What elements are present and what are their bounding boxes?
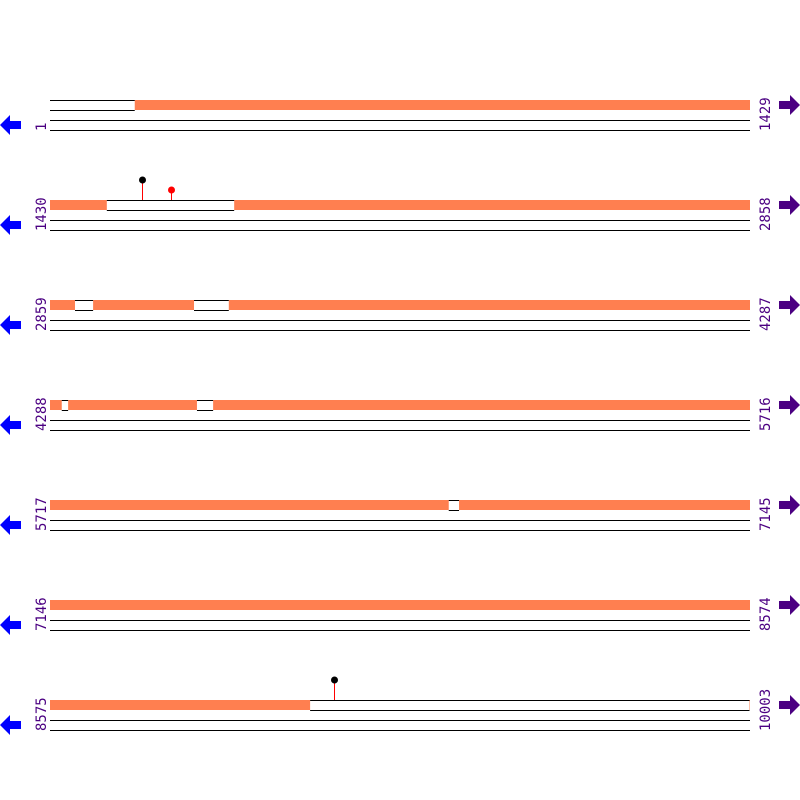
feature-gap [61, 400, 69, 410]
row-start-label: 4288 [34, 397, 50, 431]
row-start-label: 5717 [34, 497, 50, 531]
row-start-label: 2859 [34, 297, 50, 331]
feature-band [50, 200, 750, 210]
arrow-right-icon [779, 195, 800, 215]
row-end-label: 7145 [758, 497, 774, 531]
sequence-row: 1 1429 [0, 95, 800, 135]
feature-gap [194, 300, 229, 310]
arrow-right-icon [779, 595, 800, 615]
arrow-right-icon [779, 695, 800, 715]
feature-gap [448, 500, 460, 510]
marker-head [139, 176, 146, 184]
sequence-row: 1430 2858 [0, 176, 800, 235]
arrow-left-icon [0, 515, 21, 535]
sequence-row: 7146 8574 [0, 595, 800, 635]
arrow-right-icon [779, 95, 800, 115]
row-end-label: 8574 [758, 597, 774, 631]
feature-band [50, 100, 750, 110]
feature-gap [50, 100, 135, 110]
sequence-row: 4288 5716 [0, 395, 800, 435]
arrow-right-icon [779, 495, 800, 515]
row-end-label: 4287 [758, 297, 774, 331]
feature-band [50, 300, 750, 310]
feature-band [50, 400, 750, 410]
row-end-label: 10003 [758, 689, 774, 731]
sequence-row: 5717 7145 [0, 495, 800, 535]
row-start-label: 1430 [34, 197, 50, 231]
arrow-right-icon [779, 295, 800, 315]
feature-gap [74, 300, 94, 310]
arrow-left-icon [0, 215, 21, 235]
marker-head [168, 186, 175, 194]
row-end-label: 1429 [758, 97, 774, 131]
arrow-left-icon [0, 615, 21, 635]
row-end-label: 5716 [758, 397, 774, 431]
feature-band [50, 600, 750, 610]
row-start-label: 7146 [34, 597, 50, 631]
row-start-label: 1 [34, 123, 50, 131]
arrow-left-icon [0, 715, 21, 735]
row-start-label: 8575 [34, 697, 50, 731]
arrow-left-icon [0, 315, 21, 335]
sequence-row: 2859 4287 [0, 295, 800, 335]
sequence-row: 8575 10003 [0, 676, 800, 735]
feature-gap [310, 700, 750, 710]
feature-gap [106, 200, 235, 210]
arrow-left-icon [0, 115, 21, 135]
marker-head [331, 676, 338, 684]
feature-band [50, 500, 750, 510]
row-end-label: 2858 [758, 197, 774, 231]
feature-gap [196, 400, 214, 410]
arrow-right-icon [779, 395, 800, 415]
arrow-left-icon [0, 415, 21, 435]
